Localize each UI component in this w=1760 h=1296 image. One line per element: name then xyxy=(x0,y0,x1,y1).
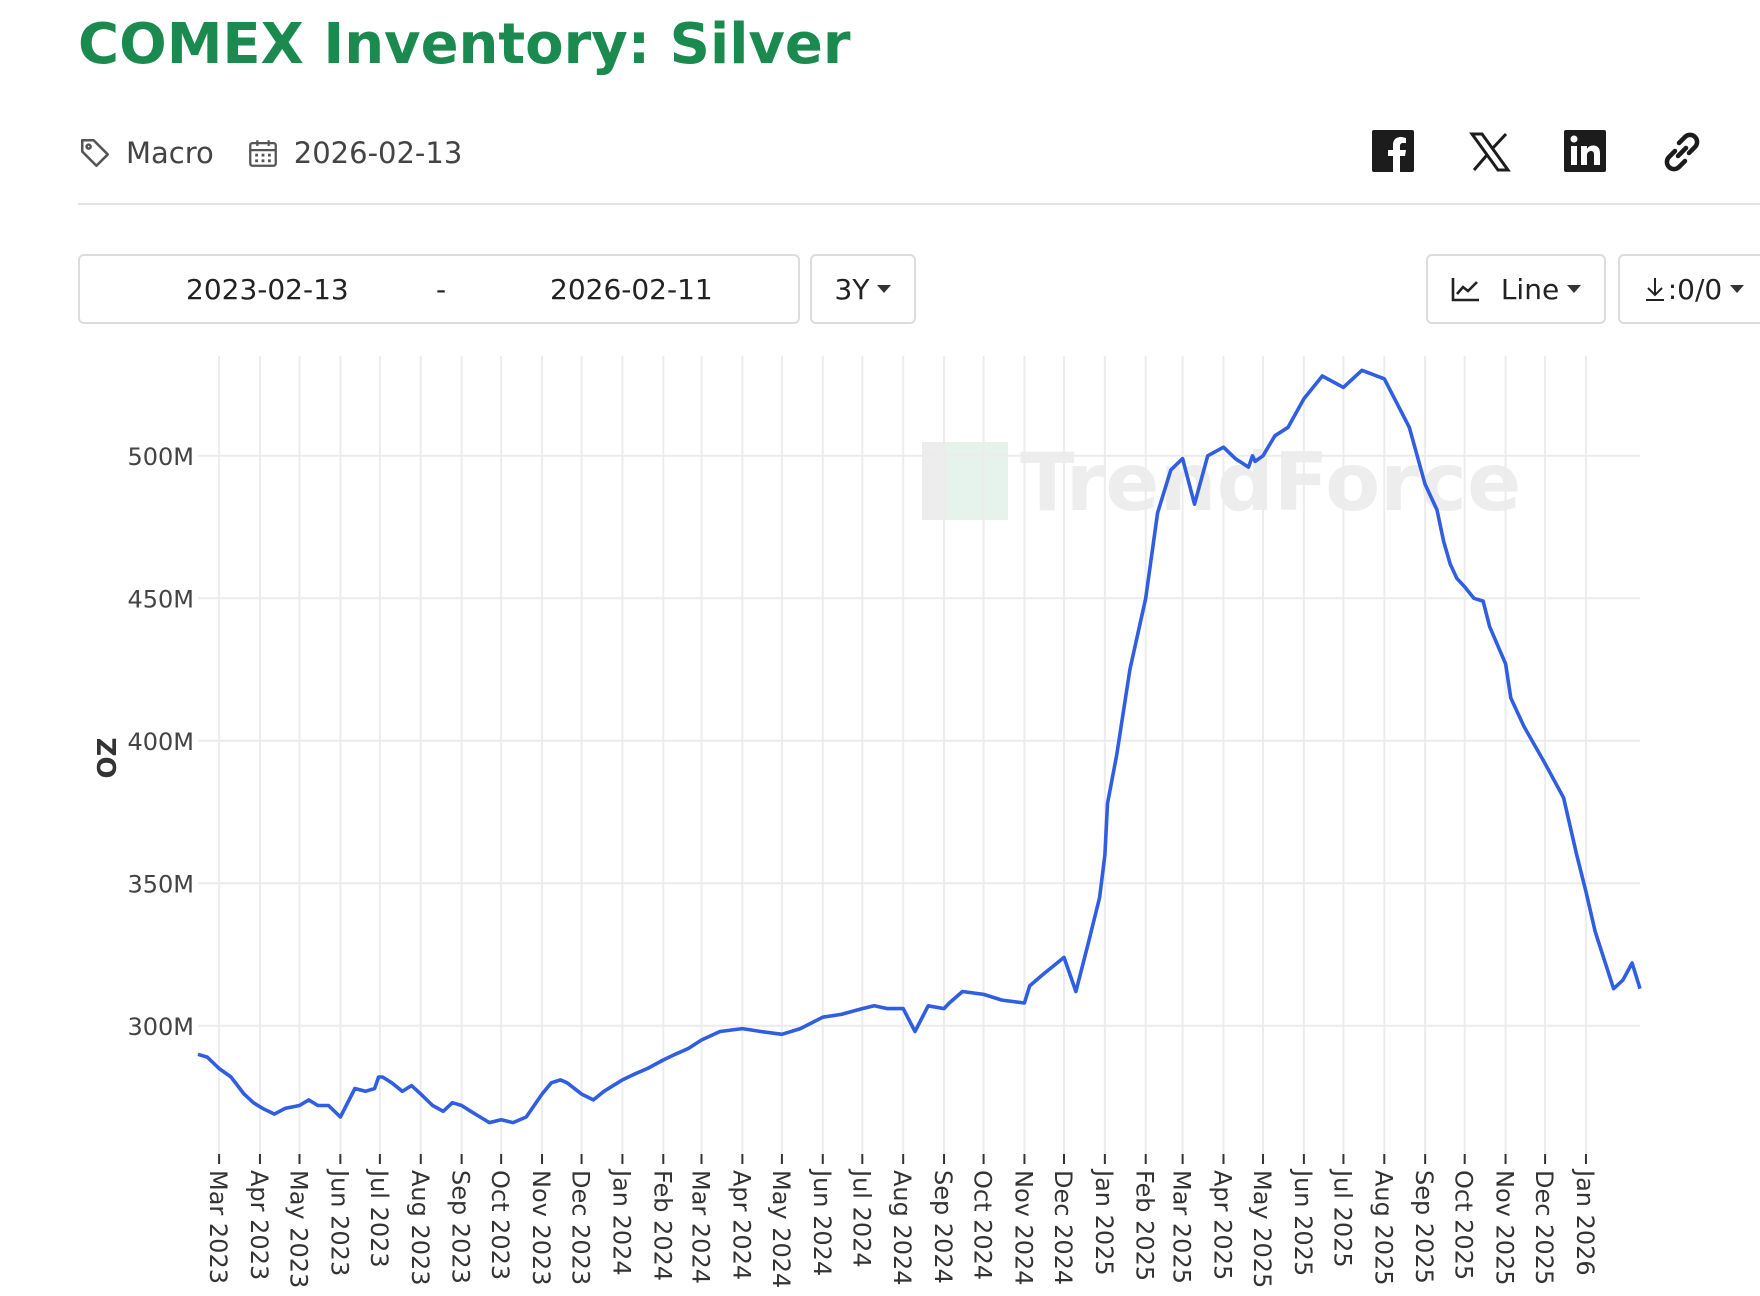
article-meta: Macro 2026-02-13 xyxy=(78,128,462,178)
x-tick-label: Jun 2023 xyxy=(325,1168,353,1276)
x-tick-label: May 2025 xyxy=(1248,1170,1276,1288)
y-tick-label: 450M xyxy=(127,585,194,613)
x-tick-label: Sep 2024 xyxy=(929,1170,957,1284)
y-axis-label: OZ xyxy=(93,738,123,779)
y-tick-label: 400M xyxy=(127,728,194,756)
chart-type-label: Line xyxy=(1500,272,1560,306)
date-range-picker[interactable]: 2023-02-13 - 2026-02-11 xyxy=(78,254,800,324)
category-label[interactable]: Macro xyxy=(126,136,214,170)
y-tick-label: 350M xyxy=(127,870,194,898)
chart-type-dropdown[interactable]: Line xyxy=(1426,254,1606,324)
x-tick-label: Aug 2025 xyxy=(1369,1170,1397,1286)
download-icon xyxy=(1644,276,1666,302)
series-line xyxy=(197,368,1642,1125)
calendar-icon xyxy=(246,136,280,170)
x-tick-label: Jul 2024 xyxy=(847,1168,875,1268)
x-tick-label: Oct 2025 xyxy=(1450,1170,1478,1280)
tag-icon xyxy=(78,136,112,170)
x-tick-label: Jan 2026 xyxy=(1571,1168,1599,1276)
x-tick-label: Aug 2024 xyxy=(888,1170,916,1286)
chevron-down-icon xyxy=(877,285,892,293)
download-dropdown[interactable]: :0/0 xyxy=(1618,254,1760,324)
x-tick-label: Mar 2023 xyxy=(204,1170,232,1284)
x-tick-label: Sep 2023 xyxy=(447,1170,475,1284)
line-chart-icon xyxy=(1451,276,1481,302)
x-tick-label: Nov 2025 xyxy=(1491,1170,1519,1286)
x-tick-label: Oct 2023 xyxy=(486,1170,514,1280)
x-tick-label: Mar 2025 xyxy=(1168,1170,1196,1284)
x-tick-label: May 2023 xyxy=(284,1170,312,1288)
x-tick-label: May 2024 xyxy=(767,1170,795,1288)
x-tick-label: Apr 2025 xyxy=(1208,1170,1236,1280)
divider xyxy=(78,203,1760,205)
range-dropdown[interactable]: 3Y xyxy=(810,254,916,324)
y-tick-label: 300M xyxy=(127,1013,194,1041)
chevron-down-icon xyxy=(1567,285,1582,293)
link-icon[interactable] xyxy=(1658,128,1706,176)
x-tick-label: Jun 2025 xyxy=(1289,1168,1317,1276)
page-title: COMEX Inventory: Silver xyxy=(78,12,851,77)
chevron-down-icon xyxy=(1730,285,1745,293)
x-tick-label: Jul 2023 xyxy=(365,1168,393,1268)
x-tick-label: Jul 2025 xyxy=(1328,1168,1356,1268)
watermark-text: TrendForce xyxy=(1020,436,1521,529)
x-tick-label: Jan 2025 xyxy=(1090,1168,1118,1276)
x-tick-label: Jan 2024 xyxy=(607,1168,635,1276)
x-tick-label: Dec 2023 xyxy=(567,1170,595,1285)
x-tick-label: Aug 2023 xyxy=(406,1170,434,1286)
facebook-icon[interactable] xyxy=(1370,128,1418,176)
x-tick-label: Apr 2024 xyxy=(727,1170,755,1280)
x-tick-label: Mar 2024 xyxy=(687,1170,715,1284)
inventory-line-chart: TrendForce 300M 350M 400M 450M 500M Mar 2023… xyxy=(93,356,1642,1288)
range-label: 3Y xyxy=(834,272,870,306)
x-tick-label: Feb 2025 xyxy=(1131,1170,1159,1281)
end-date-input[interactable]: 2026-02-11 xyxy=(550,272,713,306)
x-tick-label: Nov 2024 xyxy=(1009,1170,1037,1286)
start-date-input[interactable]: 2023-02-13 xyxy=(186,272,349,306)
linkedin-icon[interactable] xyxy=(1562,128,1610,176)
x-tick-label: Feb 2024 xyxy=(648,1170,676,1281)
x-tick-label: Nov 2023 xyxy=(527,1170,555,1286)
x-tick-label: Apr 2023 xyxy=(245,1170,273,1280)
x-tick-label: Jun 2024 xyxy=(808,1168,836,1276)
x-tick-label: Sep 2025 xyxy=(1410,1170,1438,1284)
x-icon[interactable] xyxy=(1466,128,1514,176)
y-tick-label: 500M xyxy=(127,443,194,471)
publish-date: 2026-02-13 xyxy=(293,136,463,170)
share-bar xyxy=(1360,124,1760,180)
x-tick-label: Dec 2024 xyxy=(1049,1170,1077,1285)
x-tick-label: Dec 2025 xyxy=(1530,1170,1558,1285)
x-tick-label: Oct 2024 xyxy=(969,1170,997,1280)
date-separator: - xyxy=(436,272,447,306)
download-label: :0/0 xyxy=(1667,272,1723,306)
